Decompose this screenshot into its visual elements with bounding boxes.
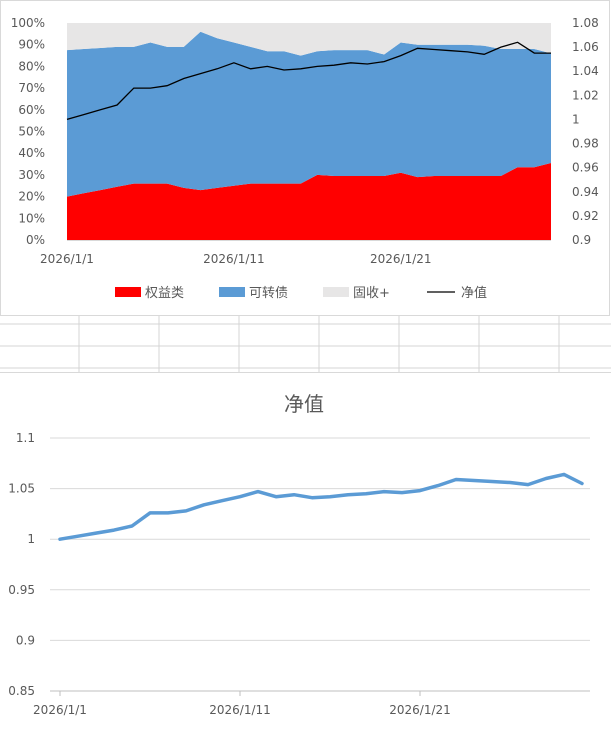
right-y-tick-label: 0.96	[572, 161, 599, 175]
right-y-tick-label: 1.04	[572, 64, 599, 78]
left-y-tick-label: 90%	[18, 38, 45, 52]
y-tick-label: 0.9	[16, 633, 35, 647]
right-y-tick-label: 1.06	[572, 40, 599, 54]
right-y-tick-label: 1	[572, 112, 580, 126]
left-y-tick-label: 70%	[18, 81, 45, 95]
right-y-tick-label: 0.92	[572, 209, 599, 223]
nav-series-line	[58, 472, 584, 541]
y-tick-label: 1	[27, 532, 35, 546]
right-y-tick-label: 0.98	[572, 137, 599, 151]
right-y-tick-label: 1.02	[572, 88, 599, 102]
x-tick-label: 2026/1/1	[33, 703, 87, 717]
left-y-tick-label: 10%	[18, 211, 45, 225]
nav-line-chart[interactable]: 净值 0.85 0.9 0.95 1 1.05 1.1 2026/1/1 2026/1/11 2…	[0, 372, 611, 732]
legend-label: 固收+	[353, 286, 390, 301]
right-y-tick-label: 1.08	[572, 16, 599, 30]
legend-label: 可转债	[249, 286, 288, 301]
area-series-0	[67, 163, 551, 240]
right-y-tick-label: 0.9	[572, 233, 591, 247]
left-y-tick-label: 30%	[18, 168, 45, 182]
legend-label: 权益类	[145, 285, 184, 301]
x-tick-label: 2026/1/11	[203, 252, 265, 266]
nav-line	[66, 41, 551, 121]
legend-swatch	[219, 287, 245, 297]
legend-swatch	[323, 287, 349, 297]
left-y-tick-label: 50%	[18, 125, 45, 139]
legend-swatch	[115, 287, 141, 297]
x-tick-label: 2026/1/21	[389, 703, 451, 717]
x-tick-label: 2026/1/1	[40, 252, 94, 266]
left-y-tick-label: 20%	[18, 190, 45, 204]
left-y-tick-label: 80%	[18, 59, 45, 73]
x-tick-label: 2026/1/21	[370, 252, 432, 266]
allocation-area-chart[interactable]: 0% 10% 20% 30% 40% 50% 60% 70% 80% 90% 100% 0.9 0.92…	[0, 0, 610, 316]
left-y-tick-label: 100%	[11, 16, 45, 30]
legend-label: 净值	[461, 285, 487, 301]
y-tick-label: 0.85	[8, 684, 35, 698]
nav-line-chart-svg: 净值 0.85 0.9 0.95 1 1.05 1.1 2026/1/1 2026/1/11 2…	[8, 392, 590, 717]
area-series-2	[67, 23, 551, 56]
y-tick-label: 1.1	[16, 431, 35, 445]
left-y-tick-label: 40%	[18, 146, 45, 160]
left-y-tick-label: 0%	[26, 233, 45, 247]
allocation-area-chart-svg: 0% 10% 20% 30% 40% 50% 60% 70% 80% 90% 100% 0.9 0.92…	[11, 16, 599, 301]
area-series-1	[67, 31, 551, 197]
nav-chart-title: 净值	[284, 392, 324, 416]
y-tick-label: 0.95	[8, 583, 35, 597]
x-tick-label: 2026/1/11	[209, 703, 271, 717]
y-tick-label: 1.05	[8, 482, 35, 496]
right-y-tick-label: 0.94	[572, 185, 599, 199]
left-y-tick-label: 60%	[18, 103, 45, 117]
